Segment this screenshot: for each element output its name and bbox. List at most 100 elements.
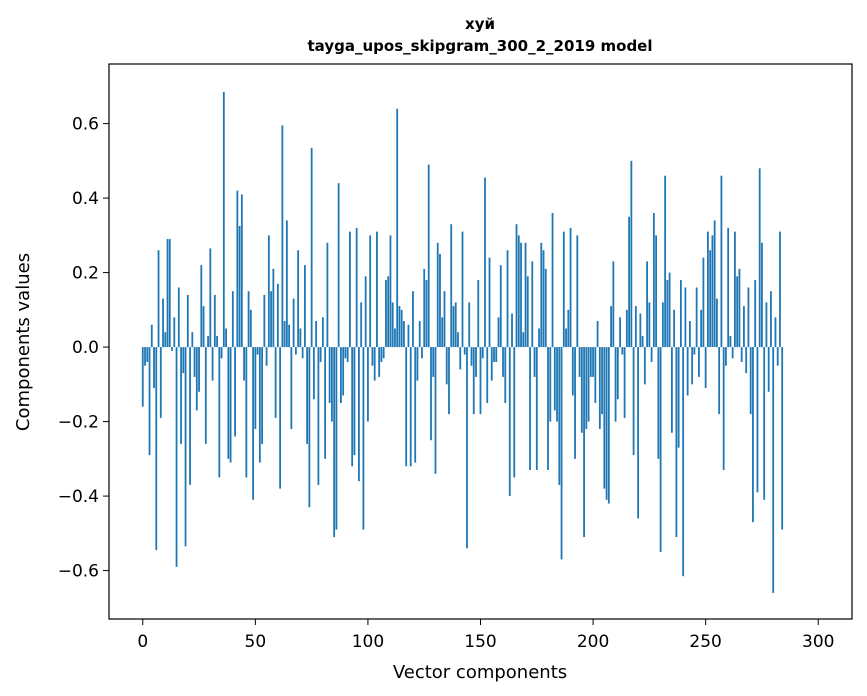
- bar: [189, 347, 191, 485]
- bar: [387, 276, 390, 348]
- bar: [398, 306, 401, 348]
- bar: [605, 347, 608, 500]
- bar: [439, 253, 441, 348]
- bar: [589, 347, 592, 377]
- bar: [585, 347, 588, 430]
- bar: [146, 347, 149, 362]
- bar: [535, 347, 538, 471]
- bar: [772, 347, 775, 593]
- bar: [761, 242, 763, 348]
- bar: [571, 347, 574, 396]
- bar: [283, 321, 286, 348]
- bar: [222, 91, 225, 348]
- bar: [675, 347, 678, 538]
- bar: [355, 227, 358, 348]
- bar: [349, 231, 351, 348]
- bar: [358, 347, 360, 482]
- bar: [258, 347, 261, 463]
- bar: [337, 183, 340, 348]
- bar: [513, 347, 516, 478]
- bar: [592, 347, 594, 377]
- bar: [637, 347, 640, 519]
- chart-subtitle: tayga_upos_skipgram_300_2_2019 model: [308, 37, 653, 55]
- bar: [508, 347, 511, 497]
- bar: [441, 317, 444, 348]
- bar: [200, 265, 203, 348]
- bar: [209, 248, 212, 348]
- bar: [594, 347, 597, 403]
- y-tick-label: −0.6: [58, 562, 99, 582]
- bar: [288, 324, 291, 348]
- bar: [378, 347, 381, 377]
- x-tick-label: 200: [577, 632, 609, 652]
- bar: [526, 276, 529, 348]
- bar: [711, 235, 714, 348]
- bar: [342, 347, 345, 396]
- bar: [423, 268, 426, 348]
- bar: [376, 231, 378, 348]
- bar: [567, 309, 570, 348]
- bar: [632, 347, 635, 456]
- bar: [747, 287, 750, 348]
- bar: [400, 309, 403, 348]
- bar: [610, 306, 612, 348]
- bar: [207, 335, 209, 348]
- bar: [301, 347, 304, 359]
- bar: [673, 309, 676, 348]
- bar: [159, 347, 162, 418]
- bar: [238, 226, 241, 348]
- bar: [621, 347, 624, 355]
- x-tick-label: 100: [352, 632, 384, 652]
- bar: [418, 321, 421, 348]
- bar: [743, 306, 745, 348]
- bar: [781, 347, 784, 530]
- bar: [495, 347, 498, 362]
- bar: [360, 302, 363, 348]
- bar: [551, 212, 554, 348]
- bar: [666, 280, 669, 348]
- bar: [443, 291, 446, 348]
- bar: [303, 265, 306, 348]
- plot-frame: [108, 63, 853, 620]
- bar: [472, 347, 475, 415]
- bar: [679, 280, 682, 348]
- bar: [707, 231, 709, 348]
- bar: [704, 347, 707, 389]
- bar: [774, 317, 777, 348]
- bar: [445, 347, 448, 385]
- bar: [587, 347, 590, 422]
- bar: [693, 347, 696, 355]
- bar: [430, 347, 432, 441]
- bar: [450, 224, 453, 348]
- bar: [765, 302, 768, 348]
- bar: [497, 317, 500, 348]
- bar: [547, 347, 549, 471]
- bar: [162, 298, 164, 348]
- bar: [619, 317, 621, 348]
- bar: [389, 235, 392, 348]
- bar: [639, 313, 642, 348]
- bar: [691, 347, 694, 385]
- bar: [382, 347, 385, 359]
- bar: [569, 227, 572, 348]
- bar: [776, 347, 779, 366]
- bar: [391, 302, 394, 348]
- bar: [504, 347, 507, 403]
- y-tick-label: −0.2: [58, 413, 99, 433]
- bar: [346, 347, 349, 362]
- bar: [373, 347, 376, 381]
- bar: [416, 347, 419, 381]
- bar: [261, 347, 263, 444]
- bar: [285, 220, 288, 348]
- bar: [155, 347, 158, 551]
- bar: [229, 347, 232, 463]
- bar: [403, 321, 405, 348]
- y-axis-ticks: −0.6 −0.4 −0.2 0.0 0.2 0.4 0.6: [58, 115, 109, 582]
- bar: [362, 347, 365, 530]
- bar: [279, 347, 282, 489]
- bar: [292, 298, 295, 348]
- bar: [767, 347, 770, 392]
- bar: [319, 347, 322, 362]
- bar: [265, 347, 268, 366]
